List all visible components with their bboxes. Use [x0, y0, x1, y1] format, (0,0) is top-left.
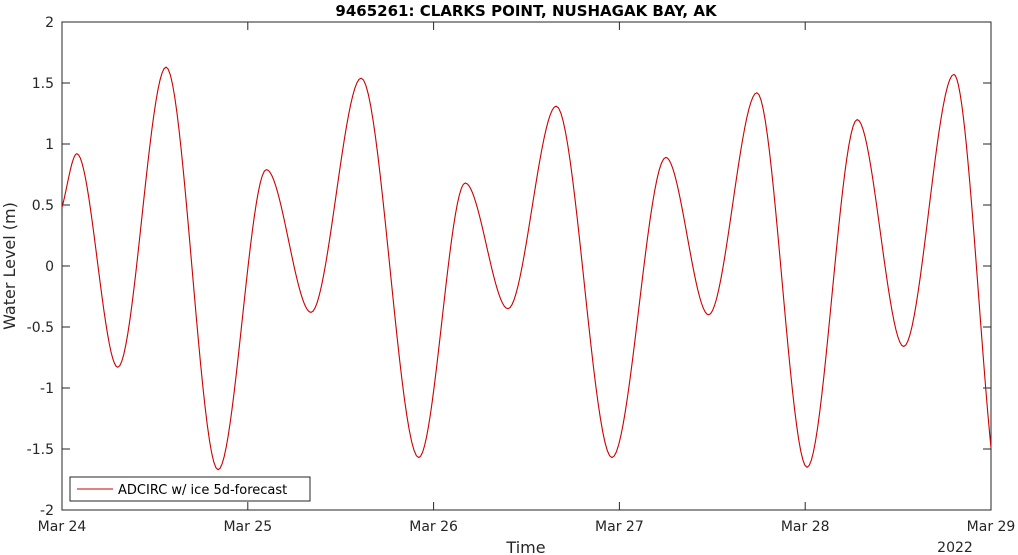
- x-tick-label: Mar 24: [38, 519, 87, 535]
- y-tick-label: 2: [45, 15, 54, 31]
- y-axis: 2 1.5 1 0.5 0 -0.5 -1 -1.5 -2: [27, 15, 991, 519]
- series-point: [117, 367, 118, 368]
- series-point: [903, 346, 904, 347]
- series-point: [310, 312, 311, 313]
- x-tick-label: Mar 25: [223, 519, 272, 535]
- series-point: [953, 74, 954, 75]
- series-point: [76, 153, 77, 154]
- series-point: [756, 92, 757, 93]
- x-axis-year-label: 2022: [937, 540, 973, 555]
- series-layer: [61, 66, 992, 471]
- plot-frame: [61, 21, 992, 511]
- series-point: [361, 78, 362, 79]
- series-point: [708, 314, 709, 315]
- x-axis: Mar 24 Mar 25 Mar 26 Mar 27 Mar 28 Mar 29: [38, 22, 1016, 535]
- series-point: [266, 169, 267, 170]
- series-point: [61, 207, 62, 208]
- series-point: [217, 469, 218, 470]
- series-point: [990, 447, 991, 448]
- series-point: [507, 308, 508, 309]
- y-tick-label: 0: [45, 259, 54, 275]
- series-point: [418, 457, 419, 458]
- series-point: [165, 67, 166, 68]
- series-line-adcirc: [61, 66, 992, 471]
- y-tick-label: 1: [45, 137, 54, 153]
- series-point: [611, 457, 612, 458]
- series-point: [857, 119, 858, 120]
- y-axis-title: Water Level (m): [0, 202, 19, 330]
- x-tick-label: Mar 26: [409, 519, 458, 535]
- y-tick-label: -2: [40, 503, 54, 519]
- legend: ADCIRC w/ ice 5d-forecast: [69, 476, 311, 502]
- chart-title: 9465261: CLARKS POINT, NUSHAGAK BAY, AK: [335, 2, 718, 20]
- y-tick-label: 0.5: [32, 198, 54, 214]
- series-point: [806, 467, 807, 468]
- y-tick-label: -1: [40, 381, 54, 397]
- x-axis-title: Time: [505, 538, 545, 555]
- x-tick-label: Mar 29: [967, 519, 1016, 535]
- series-point: [556, 106, 557, 107]
- x-tick-label: Mar 28: [781, 519, 830, 535]
- series-point: [465, 182, 466, 183]
- series-point: [665, 157, 666, 158]
- y-tick-label: -0.5: [27, 320, 54, 336]
- y-tick-label: -1.5: [27, 442, 54, 458]
- legend-label-adcirc: ADCIRC w/ ice 5d-forecast: [118, 483, 287, 498]
- y-tick-label: 1.5: [32, 76, 54, 92]
- x-tick-label: Mar 27: [595, 519, 644, 535]
